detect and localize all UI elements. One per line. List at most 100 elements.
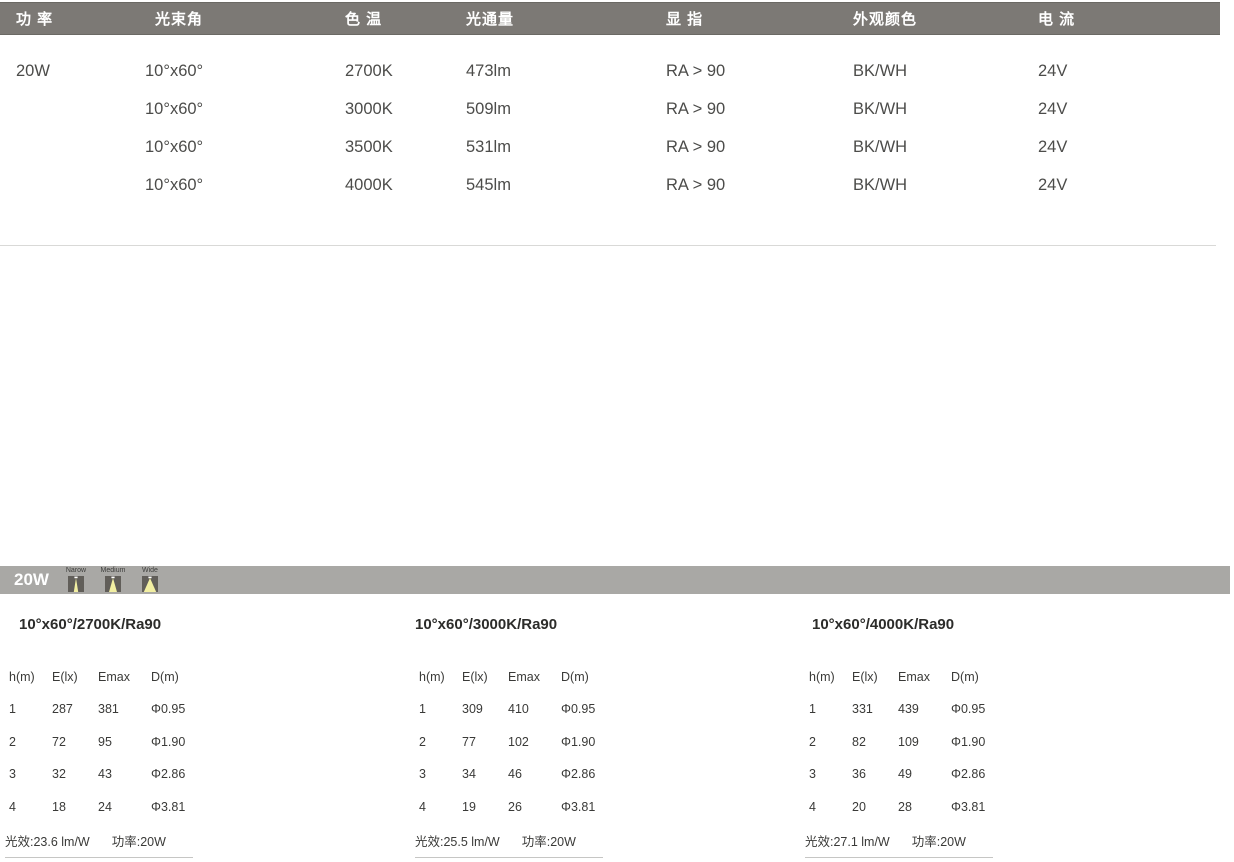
photometric-table-3000k: 10°x60°/3000K/Ra90 h(m) E(lx) Emax D(m) … bbox=[415, 616, 625, 858]
spec-cell-current: 24V bbox=[1038, 61, 1068, 80]
cell-emax: 43 bbox=[98, 767, 112, 782]
power-value: 功率:20W bbox=[911, 835, 966, 849]
cell-d: Φ0.95 bbox=[951, 702, 986, 717]
spec-cell-power: 20W bbox=[16, 61, 50, 80]
table-row: 3 32 43 Φ2.86 bbox=[5, 758, 215, 791]
col-header-d: D(m) bbox=[151, 670, 179, 684]
cell-d: Φ1.90 bbox=[561, 734, 596, 749]
table-row: 4 18 24 Φ3.81 bbox=[5, 791, 215, 824]
spec-table-header: 功 率 光束角 色 温 光通量 显 指 外观颜色 电 流 bbox=[0, 2, 1220, 35]
photometric-header-row: h(m) E(lx) Emax D(m) bbox=[5, 661, 215, 693]
photometric-title: 10°x60°/3000K/Ra90 bbox=[415, 616, 558, 633]
narrow-beam-label: Narow bbox=[65, 567, 87, 574]
spec-cell-beam: 10°x60° bbox=[145, 175, 204, 194]
col-header-h: h(m) bbox=[9, 670, 35, 684]
cell-emax: 49 bbox=[898, 767, 912, 782]
cell-e: 36 bbox=[852, 767, 866, 782]
cell-h: 4 bbox=[419, 799, 426, 814]
col-header-e: E(lx) bbox=[52, 670, 78, 684]
cell-d: Φ2.86 bbox=[951, 767, 986, 782]
section-power-label: 20W bbox=[14, 570, 49, 589]
cell-h: 4 bbox=[809, 799, 816, 814]
col-header-e: E(lx) bbox=[852, 670, 878, 684]
table-row: 4 20 28 Φ3.81 bbox=[805, 791, 1015, 824]
table-row: 1 309 410 Φ0.95 bbox=[415, 693, 625, 726]
cell-d: Φ3.81 bbox=[561, 799, 596, 814]
cell-d: Φ2.86 bbox=[151, 767, 186, 782]
spec-cell-current: 24V bbox=[1038, 175, 1068, 194]
photometric-title: 10°x60°/2700K/Ra90 bbox=[19, 616, 162, 633]
spec-cell-beam: 10°x60° bbox=[145, 61, 204, 80]
table-row: 10°x60° 3500K 531lm RA > 90 BK/WH 24V bbox=[0, 128, 1220, 166]
spec-cell-cri: RA > 90 bbox=[666, 99, 726, 118]
spec-header-cct: 色 温 bbox=[345, 11, 383, 28]
cell-h: 2 bbox=[9, 734, 16, 749]
spec-cell-finish: BK/WH bbox=[853, 61, 908, 80]
cell-emax: 102 bbox=[508, 734, 529, 749]
cell-emax: 381 bbox=[98, 702, 119, 717]
wide-beam-label: Wide bbox=[141, 567, 158, 574]
cell-e: 309 bbox=[462, 702, 483, 717]
spec-header-cri: 显 指 bbox=[666, 11, 704, 28]
spec-header-flux: 光通量 bbox=[466, 11, 515, 28]
table-row: 2 82 109 Φ1.90 bbox=[805, 726, 1015, 759]
cell-e: 331 bbox=[852, 702, 873, 717]
medium-beam-label: Medium bbox=[100, 567, 126, 574]
photometric-footer: 光效:25.5 lm/W 功率:20W bbox=[415, 823, 603, 858]
cell-d: Φ1.90 bbox=[151, 734, 186, 749]
table-row: 10°x60° 4000K 545lm RA > 90 BK/WH 24V bbox=[0, 166, 1220, 204]
cell-e: 77 bbox=[462, 734, 476, 749]
cell-h: 3 bbox=[419, 767, 426, 782]
col-header-emax: Emax bbox=[898, 670, 930, 684]
spec-cell-cct: 3500K bbox=[345, 137, 393, 156]
photometric-header-row: h(m) E(lx) Emax D(m) bbox=[805, 661, 1015, 693]
table-row: 20W 10°x60° 2700K 473lm RA > 90 BK/WH 24… bbox=[0, 52, 1220, 90]
cell-h: 2 bbox=[809, 734, 816, 749]
cell-h: 1 bbox=[9, 702, 16, 717]
spec-cell-cri: RA > 90 bbox=[666, 61, 726, 80]
spec-cell-finish: BK/WH bbox=[853, 175, 908, 194]
table-row: 10°x60° 3000K 509lm RA > 90 BK/WH 24V bbox=[0, 90, 1220, 128]
cell-e: 72 bbox=[52, 734, 66, 749]
efficacy-value: 光效:23.6 lm/W bbox=[5, 835, 90, 849]
cell-h: 1 bbox=[809, 702, 816, 717]
cell-emax: 46 bbox=[508, 767, 522, 782]
table-row: 4 19 26 Φ3.81 bbox=[415, 791, 625, 824]
cell-emax: 26 bbox=[508, 799, 522, 814]
photometric-table-4000k: 10°x60°/4000K/Ra90 h(m) E(lx) Emax D(m) … bbox=[805, 616, 1015, 858]
cell-e: 287 bbox=[52, 702, 73, 717]
spec-table-body: 20W 10°x60° 2700K 473lm RA > 90 BK/WH 24… bbox=[0, 52, 1220, 204]
narrow-beam-icon bbox=[67, 576, 84, 592]
col-header-emax: Emax bbox=[508, 670, 540, 684]
medium-beam-icon bbox=[104, 576, 121, 592]
cell-e: 34 bbox=[462, 767, 476, 782]
cell-emax: 439 bbox=[898, 702, 919, 717]
cell-h: 3 bbox=[9, 767, 16, 782]
section-divider bbox=[0, 245, 1216, 246]
col-header-e: E(lx) bbox=[462, 670, 488, 684]
spec-header-power: 功 率 bbox=[16, 11, 54, 28]
table-row: 2 77 102 Φ1.90 bbox=[415, 726, 625, 759]
cell-emax: 410 bbox=[508, 702, 529, 717]
narrow-beam-group: Narow bbox=[63, 567, 89, 592]
col-header-h: h(m) bbox=[419, 670, 445, 684]
photometric-footer: 光效:23.6 lm/W 功率:20W bbox=[5, 823, 193, 858]
cell-h: 1 bbox=[419, 702, 426, 717]
cell-d: Φ0.95 bbox=[151, 702, 186, 717]
cell-h: 4 bbox=[9, 799, 16, 814]
spec-cell-current: 24V bbox=[1038, 99, 1068, 118]
spec-header-current: 电 流 bbox=[1038, 11, 1076, 28]
table-row: 2 72 95 Φ1.90 bbox=[5, 726, 215, 759]
spec-cell-cct: 4000K bbox=[345, 175, 393, 194]
spec-cell-finish: BK/WH bbox=[853, 99, 908, 118]
power-value: 功率:20W bbox=[521, 835, 576, 849]
table-row: 1 331 439 Φ0.95 bbox=[805, 693, 1015, 726]
medium-beam-group: Medium bbox=[100, 567, 126, 592]
beam-icons: Narow Medium Wide bbox=[63, 567, 174, 592]
photometric-title: 10°x60°/4000K/Ra90 bbox=[812, 616, 955, 633]
spec-cell-cct: 3000K bbox=[345, 99, 393, 118]
spec-cell-cri: RA > 90 bbox=[666, 137, 726, 156]
cell-emax: 28 bbox=[898, 799, 912, 814]
spec-header-beam-angle: 光束角 bbox=[155, 11, 204, 28]
